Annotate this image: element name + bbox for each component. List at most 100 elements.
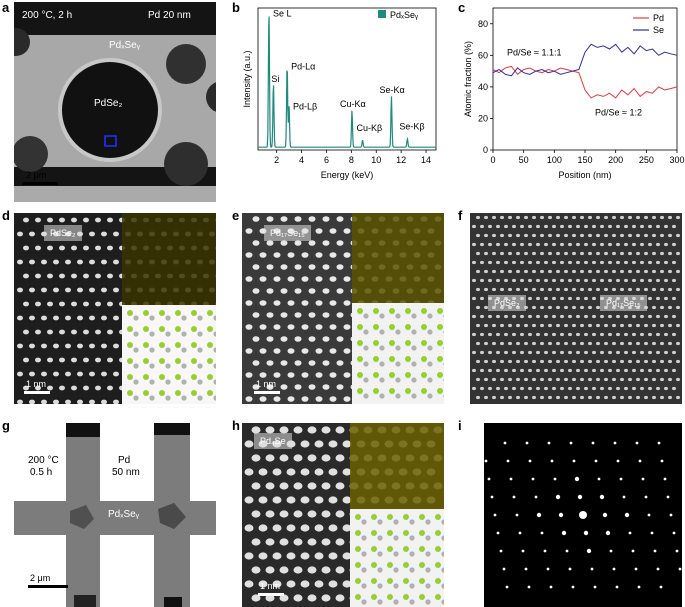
model-atom-se: [371, 594, 377, 600]
model-atom-se: [373, 388, 379, 394]
model-atom-pd: [411, 329, 417, 335]
model-atom-se: [355, 514, 361, 520]
model-atom-se: [207, 358, 213, 364]
af-x-tick-label: 300: [669, 155, 684, 165]
diffraction-spot: [675, 549, 679, 553]
diffraction-spot: [531, 477, 535, 481]
model-atom-se: [175, 310, 181, 316]
diffraction-spot: [619, 477, 623, 481]
eds-peak-label-2: Pd-Lα: [291, 62, 315, 72]
model-atom-se: [403, 546, 409, 552]
model-atom-pd: [165, 315, 171, 321]
model-atom-se: [437, 308, 443, 314]
model-atom-se: [419, 530, 425, 536]
diffraction-spot: [678, 567, 682, 571]
diffraction-spot: [586, 548, 592, 554]
sem-g-phase: PdₓSeᵧ: [108, 509, 139, 520]
model-atom-se: [403, 514, 409, 520]
haadf-e-scale-bar: [254, 391, 280, 394]
haadf-e-drawing: [242, 213, 444, 404]
diffraction-spot: [669, 513, 673, 517]
diffraction-spot: [493, 513, 497, 517]
diffraction-spot: [525, 441, 529, 445]
diffraction-pattern-i: [484, 423, 682, 607]
sem-a-film: Pd 20 nm: [148, 10, 191, 21]
model-atom-pd: [409, 551, 415, 557]
af-x-tick-label: 0: [490, 155, 495, 165]
sem-g-condition-temp: 200 °C: [28, 455, 59, 466]
model-atom-pd: [181, 347, 187, 353]
haadf-h-phase-chip: Pd₄Se: [254, 433, 292, 449]
model-atom-se: [405, 308, 411, 314]
model-atom-se: [421, 340, 427, 346]
panel-label-b: b: [232, 0, 240, 15]
model-atom-pd: [377, 583, 383, 589]
model-atom-se: [387, 594, 393, 600]
model-atom-pd: [363, 361, 369, 367]
af-y-tick-label: 40: [478, 82, 488, 92]
model-atom-pd: [411, 345, 417, 351]
panel-label-f: f: [458, 208, 463, 223]
haadf-image-e: Pd₁₇Se₁₅ 1 nm: [242, 213, 444, 404]
model-atom-se: [127, 310, 133, 316]
diffraction-spot: [647, 513, 651, 517]
model-atom-pd: [197, 347, 203, 353]
model-atom-pd: [197, 379, 203, 385]
model-atom-se: [389, 324, 395, 330]
model-atom-pd: [133, 315, 139, 321]
model-atom-pd: [213, 347, 216, 353]
model-atom-pd: [443, 394, 444, 398]
af-annotation-ratio-1: Pd/Se ≈ 1.1:1: [507, 47, 561, 57]
diffraction-spot: [634, 567, 638, 571]
model-atom-se: [435, 514, 441, 520]
diffraction-spot: [509, 477, 513, 481]
diffraction-spot: [568, 567, 572, 571]
model-atom-pd: [133, 379, 139, 385]
panel-label-d: d: [2, 208, 10, 223]
model-atom-pd: [427, 313, 433, 319]
model-atom-se: [355, 578, 361, 584]
model-atom-pd: [379, 377, 385, 383]
eds-spectrum-line: [258, 16, 436, 148]
model-atom-se: [357, 388, 363, 394]
eds-y-axis-label: Intensity (a.u.): [242, 50, 252, 107]
af-x-tick-label: 50: [519, 155, 529, 165]
model-atom-se: [175, 358, 181, 364]
diffraction-spot: [650, 531, 654, 535]
model-atom-se: [191, 310, 197, 316]
model-atom-pd: [361, 599, 367, 605]
model-atom-pd: [393, 599, 399, 605]
af-x-axis-label: Position (nm): [558, 170, 611, 180]
af-plot-frame: [492, 7, 678, 151]
model-atom-se: [371, 578, 377, 584]
model-atom-pd: [149, 379, 155, 385]
haadf-image-f: PdSe₂ Pd₁₇Se₁₅: [470, 213, 682, 404]
model-atom-se: [421, 308, 427, 314]
haadf-d-model-inset: [122, 305, 216, 404]
haadf-h-drawing: [242, 423, 444, 607]
atomic-fraction-chart: 0 50 100 150 200 250 300 0 20 40 60 80 Position (nm)…: [463, 7, 685, 180]
diffraction-spot: [622, 495, 626, 499]
diffraction-spot: [565, 549, 569, 553]
model-atom-se: [389, 372, 395, 378]
eds-x-tick-label: 8: [349, 155, 354, 165]
model-atom-se: [127, 342, 133, 348]
diffraction-spot: [540, 531, 544, 535]
af-legend-label-pd: Pd: [653, 13, 664, 23]
model-atom-pd: [425, 567, 431, 573]
model-atom-pd: [213, 395, 216, 401]
model-atom-se: [127, 374, 133, 380]
diffraction-spot: [503, 441, 507, 445]
model-atom-pd: [149, 315, 155, 321]
model-atom-pd: [377, 519, 383, 525]
diffraction-spot: [579, 511, 587, 519]
model-atom-se: [191, 342, 197, 348]
model-atom-pd: [443, 330, 444, 334]
model-atom-pd: [361, 535, 367, 541]
model-atom-pd: [425, 535, 431, 541]
model-atom-se: [371, 546, 377, 552]
diffraction-spot: [499, 549, 503, 553]
model-atom-pd: [441, 567, 444, 573]
af-y-tick-label: 20: [478, 113, 488, 123]
model-atom-pd: [411, 393, 417, 399]
